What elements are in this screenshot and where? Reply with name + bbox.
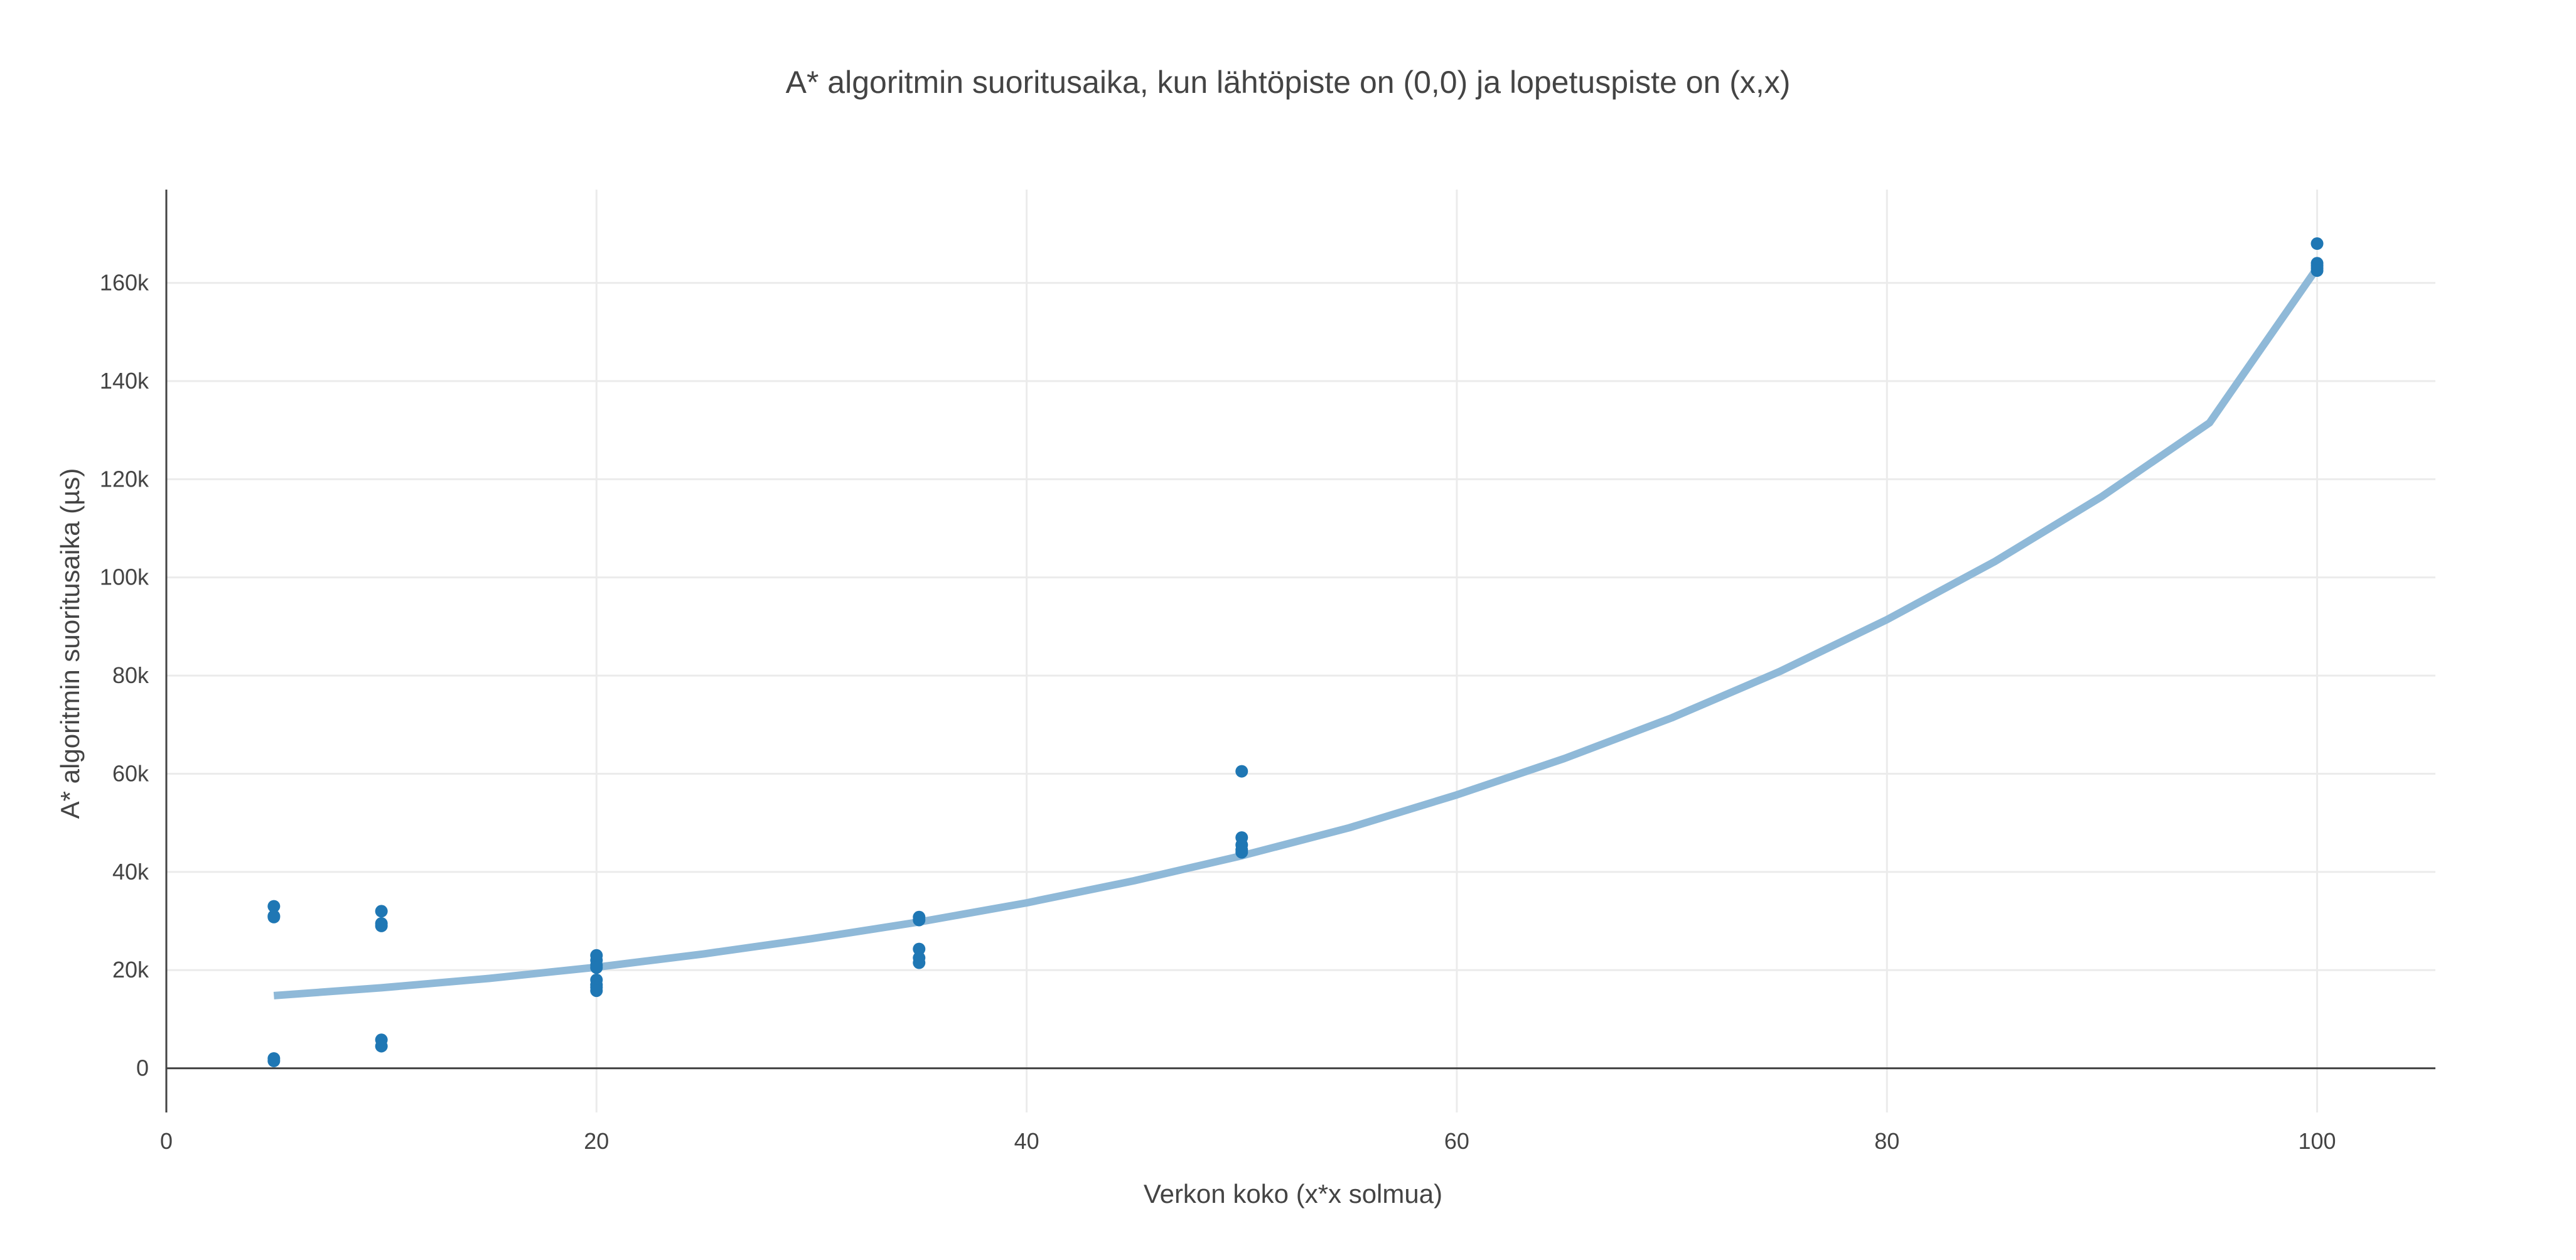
tick-labels: 0 20 40 60 80 100 0 20k 40k 60k 80k 100k 120k 140k 160… — [100, 270, 2336, 1154]
data-point — [267, 1054, 281, 1067]
data-point — [267, 900, 281, 913]
y-tick-label: 140k — [100, 368, 149, 394]
data-point — [375, 919, 388, 932]
chart-title: A* algoritmin suoritusaika, kun lähtöpis… — [786, 65, 1791, 100]
y-axis-title: A* algoritmin suoritusaika (µs) — [55, 468, 85, 819]
y-tick-label: 120k — [100, 466, 149, 492]
trend-line-layer — [273, 266, 2321, 999]
data-points — [267, 237, 2324, 1067]
y-tick-label: 40k — [112, 859, 149, 885]
data-point — [2310, 264, 2324, 277]
trend-line — [273, 266, 2321, 999]
data-point — [375, 905, 388, 918]
data-point — [913, 956, 926, 969]
y-tick-label: 160k — [100, 270, 149, 296]
x-tick-label: 80 — [1874, 1128, 1899, 1154]
y-tick-label: 80k — [112, 662, 149, 688]
data-point — [590, 961, 603, 974]
data-point — [267, 910, 281, 923]
data-point — [1235, 765, 1248, 778]
y-tick-label: 20k — [112, 957, 149, 983]
x-tick-label: 60 — [1444, 1128, 1469, 1154]
axes — [165, 190, 2435, 1112]
data-point — [913, 913, 926, 927]
y-tick-label: 0 — [136, 1055, 149, 1081]
x-tick-label: 100 — [2299, 1128, 2336, 1154]
data-point — [375, 1040, 388, 1053]
x-tick-label: 0 — [160, 1128, 173, 1154]
x-axis-title: Verkon koko (x*x solmua) — [1144, 1179, 1442, 1209]
y-tick-label: 100k — [100, 564, 149, 590]
x-tick-label: 20 — [584, 1128, 609, 1154]
data-point — [913, 942, 926, 956]
x-tick-label: 40 — [1014, 1128, 1039, 1154]
data-point — [2310, 237, 2324, 250]
data-point — [1235, 846, 1248, 859]
y-tick-label: 60k — [112, 760, 149, 786]
data-point — [590, 984, 603, 998]
